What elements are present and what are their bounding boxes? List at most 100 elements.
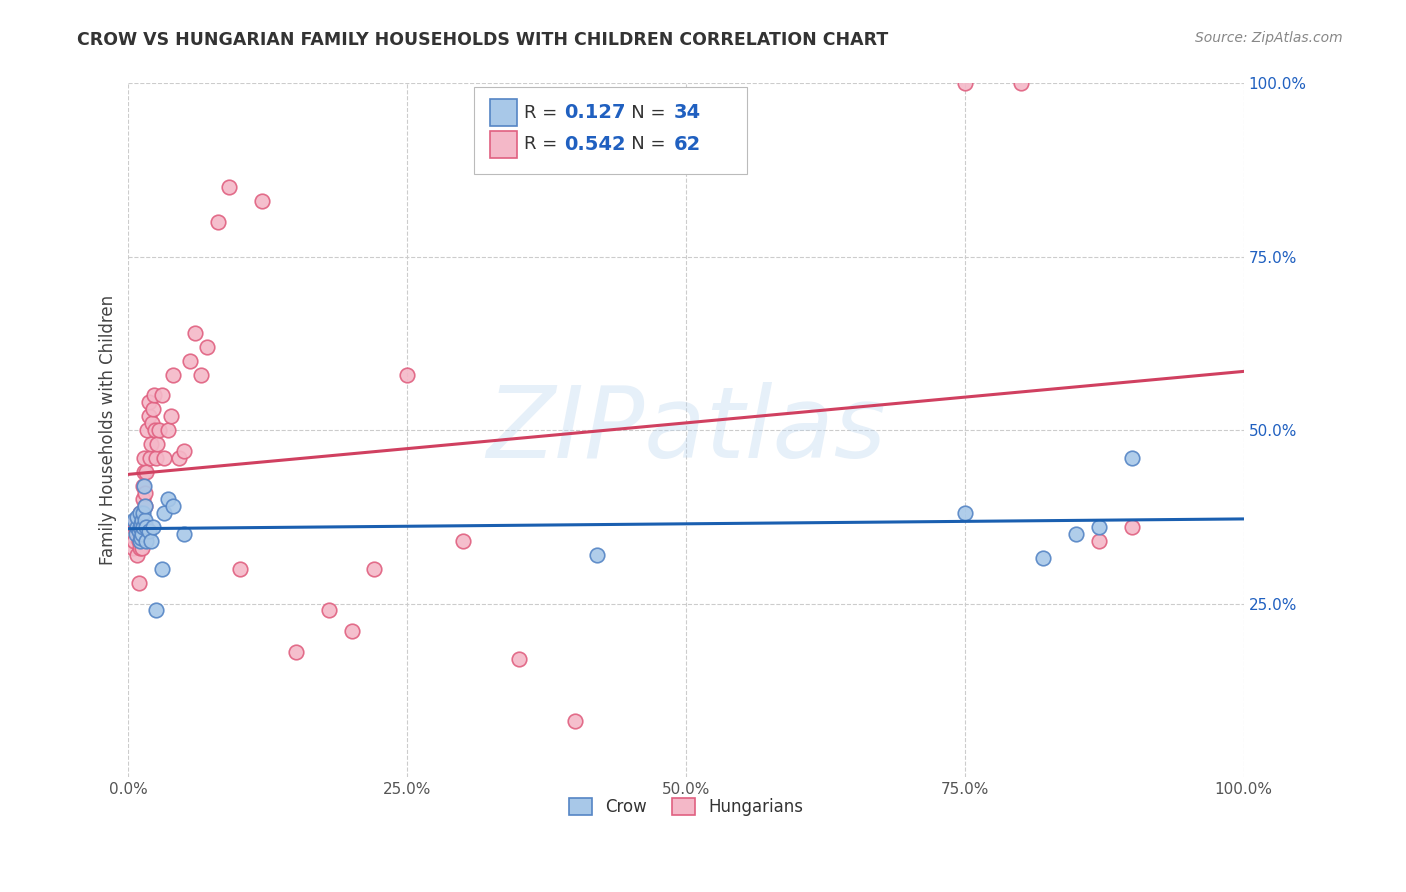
Point	[318, 603, 340, 617]
Point	[1066, 527, 1088, 541]
Point	[135, 534, 157, 549]
Point	[145, 603, 167, 617]
Point	[124, 520, 146, 534]
Text: R =: R =	[524, 136, 564, 153]
Point	[179, 353, 201, 368]
FancyBboxPatch shape	[474, 87, 748, 174]
Point	[128, 524, 150, 538]
Point	[150, 562, 173, 576]
Point	[146, 437, 169, 451]
Point	[190, 368, 212, 382]
Point	[162, 368, 184, 382]
Point	[132, 478, 155, 492]
Point	[363, 562, 385, 576]
Point	[153, 507, 176, 521]
Point	[127, 520, 149, 534]
Point	[340, 624, 363, 639]
Text: 62: 62	[673, 135, 702, 154]
Point	[173, 444, 195, 458]
Point	[132, 492, 155, 507]
Point	[128, 520, 150, 534]
Text: N =: N =	[613, 103, 671, 121]
Point	[128, 575, 150, 590]
Point	[128, 541, 150, 555]
Point	[145, 450, 167, 465]
Point	[134, 500, 156, 514]
Text: 0.127: 0.127	[565, 103, 626, 122]
Legend: Crow, Hungarians: Crow, Hungarians	[560, 789, 813, 824]
Point	[396, 368, 419, 382]
Point	[134, 513, 156, 527]
Point	[1087, 534, 1109, 549]
Point	[131, 527, 153, 541]
Point	[128, 534, 150, 549]
Point	[284, 645, 307, 659]
Point	[136, 423, 159, 437]
Point	[953, 77, 976, 91]
Point	[160, 409, 183, 424]
Point	[150, 388, 173, 402]
Point	[135, 465, 157, 479]
Point	[173, 527, 195, 541]
Point	[132, 465, 155, 479]
Point	[252, 194, 274, 209]
Point	[139, 534, 162, 549]
Point	[132, 450, 155, 465]
Point	[1121, 520, 1143, 534]
Text: 34: 34	[673, 103, 702, 122]
Point	[132, 520, 155, 534]
Point	[122, 534, 145, 549]
Point	[195, 340, 218, 354]
Point	[229, 562, 252, 576]
Point	[138, 524, 160, 538]
Point	[142, 520, 165, 534]
Point	[1032, 551, 1054, 566]
Point	[122, 541, 145, 555]
FancyBboxPatch shape	[489, 130, 516, 159]
Point	[156, 423, 179, 437]
Text: CROW VS HUNGARIAN FAMILY HOUSEHOLDS WITH CHILDREN CORRELATION CHART: CROW VS HUNGARIAN FAMILY HOUSEHOLDS WITH…	[77, 31, 889, 49]
Point	[127, 509, 149, 524]
FancyBboxPatch shape	[489, 99, 516, 127]
Point	[148, 423, 170, 437]
Point	[167, 450, 190, 465]
Point	[129, 520, 152, 534]
Point	[1010, 77, 1032, 91]
Point	[156, 492, 179, 507]
Point	[138, 395, 160, 409]
Point	[1121, 450, 1143, 465]
Point	[143, 388, 166, 402]
Point	[125, 524, 148, 538]
Point	[125, 513, 148, 527]
Point	[127, 548, 149, 562]
Point	[138, 450, 160, 465]
Point	[508, 652, 530, 666]
Point	[129, 516, 152, 531]
Point	[128, 507, 150, 521]
Point	[128, 534, 150, 549]
Point	[207, 215, 229, 229]
Point	[134, 485, 156, 500]
Point	[586, 548, 609, 562]
Point	[141, 416, 163, 430]
Point	[138, 409, 160, 424]
Y-axis label: Family Households with Children: Family Households with Children	[100, 295, 117, 566]
Point	[132, 478, 155, 492]
Point	[131, 527, 153, 541]
Point	[953, 507, 976, 521]
Point	[451, 534, 474, 549]
Point	[127, 520, 149, 534]
Point	[139, 437, 162, 451]
Point	[143, 423, 166, 437]
Point	[564, 714, 586, 729]
Point	[125, 527, 148, 541]
Point	[131, 513, 153, 527]
Text: 0.542: 0.542	[565, 135, 626, 154]
Point	[142, 402, 165, 417]
Text: N =: N =	[613, 136, 671, 153]
Point	[1087, 520, 1109, 534]
Point	[122, 513, 145, 527]
Point	[128, 507, 150, 521]
Point	[131, 541, 153, 555]
Point	[135, 520, 157, 534]
